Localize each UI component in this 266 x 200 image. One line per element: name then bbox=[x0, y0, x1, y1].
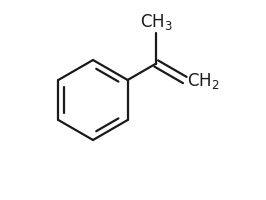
Text: CH$_2$: CH$_2$ bbox=[187, 71, 220, 91]
Text: CH$_3$: CH$_3$ bbox=[140, 11, 173, 31]
